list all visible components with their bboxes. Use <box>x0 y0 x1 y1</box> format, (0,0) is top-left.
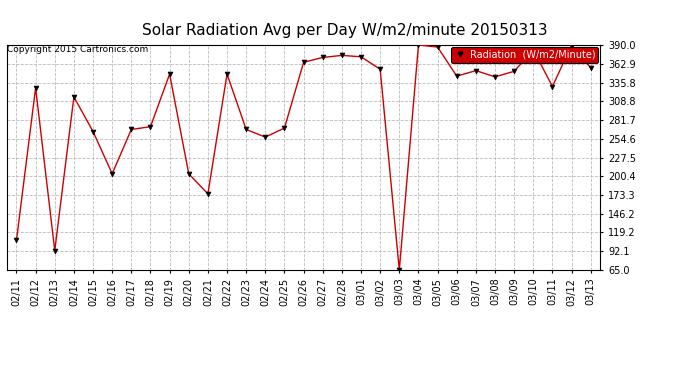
Legend: Radiation  (W/m2/Minute): Radiation (W/m2/Minute) <box>451 47 598 63</box>
Text: Solar Radiation Avg per Day W/m2/minute 20150313: Solar Radiation Avg per Day W/m2/minute … <box>142 22 548 38</box>
Text: Copyright 2015 Cartronics.com: Copyright 2015 Cartronics.com <box>7 45 148 54</box>
